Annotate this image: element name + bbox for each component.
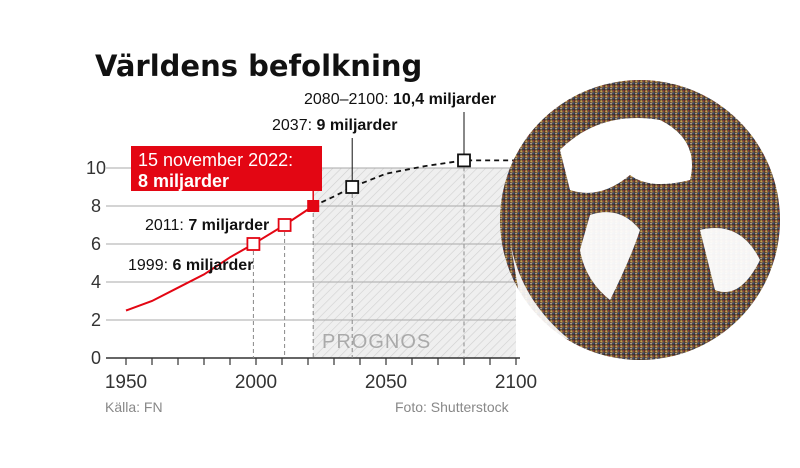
x-tick-label: 2000 [235,372,277,393]
data-point-marker [246,237,261,251]
annotation-value: 10,4 miljarder [393,91,496,108]
y-tick-label: 8 [91,196,101,216]
annotation-year: 2011: [145,217,184,234]
y-tick-label: 2 [91,310,101,330]
data-point-marker [345,180,360,194]
annotation-label: 1999: 6 miljarder [128,257,253,274]
annotation-label: 2037: 9 miljarder [272,117,397,134]
annotation-label: 2080–2100: 10,4 miljarder [304,91,496,108]
y-tick-label: 4 [91,272,101,292]
x-tick-label: 2050 [365,372,407,393]
y-tick-label: 10 [86,158,106,178]
forecast-line [312,159,516,207]
source-note: Källa: FN [105,399,163,415]
annotation-value: 8 miljarder [138,171,229,191]
photo-credit: Foto: Shutterstock [395,399,510,415]
annotation-date: 15 november 2022: [138,150,293,170]
y-tick-label: 6 [91,234,101,254]
x-tick-label: 1950 [105,372,147,393]
x-tick-label: 2100 [495,372,537,393]
y-tick-label: 0 [91,348,101,368]
globe-crowd-photo [500,80,780,360]
annotation-year: 2037: [272,117,312,134]
annotation-value: 7 miljarder [188,217,269,234]
annotation-year: 2080–2100: [304,91,389,108]
annotation-year: 1999: [128,257,168,274]
forecast-region [313,168,516,358]
chart-title: Världens befolkning [95,49,422,83]
data-point-marker [307,200,320,212]
highlight-box [131,146,322,191]
annotation-value: 9 miljarder [317,117,398,134]
forecast-label: PROGNOS [322,331,431,353]
data-point-marker [457,153,471,168]
annotation-label: 2011: 7 miljarder [145,217,269,234]
annotation-value: 6 miljarder [173,257,254,274]
data-point-marker [277,218,292,232]
plot-area: 0 2 4 6 8 10 1950 2000 2050 2100 1999: 6 miljarder… [86,91,537,393]
